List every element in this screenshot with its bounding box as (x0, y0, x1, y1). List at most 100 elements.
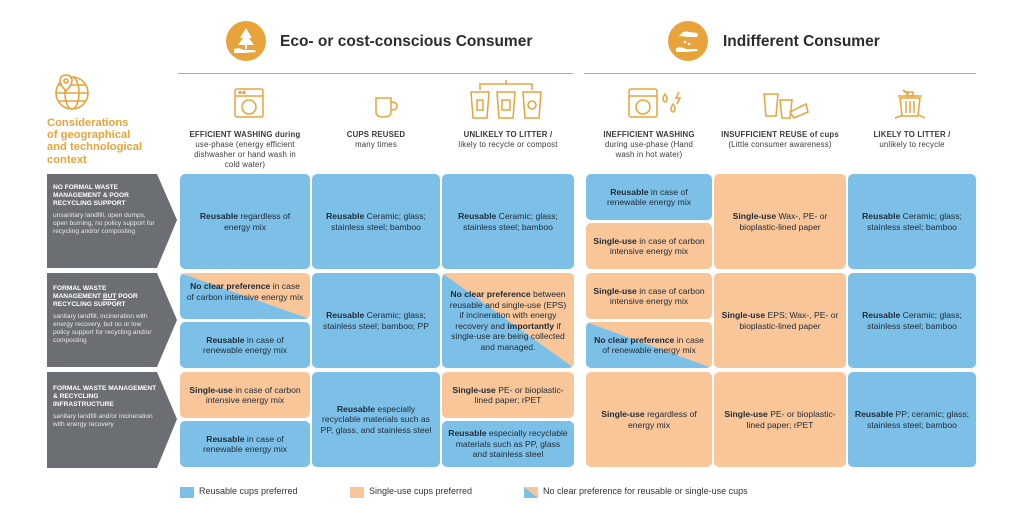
cell-text: Reusable especially recyclable materials… (448, 428, 568, 460)
legend-swatch-reusable (180, 487, 194, 498)
cell-detail: in case of renewable energy mix (202, 433, 288, 455)
cell-text: Single-use EPS; Wax-, PE- or bioplastic-… (720, 310, 840, 331)
cell-bold: Reusable (458, 211, 497, 221)
cell-text: Reusable regardless of energy mix (186, 211, 304, 232)
cell-detail: PP; ceramic; glass; stainless steel; bam… (867, 409, 970, 430)
cell-r1-cups-reused: Reusable Ceramic; glass; stainless steel… (312, 174, 440, 269)
considerations-line-2: of geographical (47, 129, 131, 142)
cell-r1-unlikely-litter: Reusable Ceramic; glass; stainless steel… (442, 174, 574, 269)
cell-r3-efficient-renewable: Reusable in case of renewable energy mix (180, 421, 310, 467)
cell-bold: Single-use (452, 384, 496, 395)
cell-text: Reusable in case of renewable energy mix (186, 335, 304, 356)
cell-r2-efficient-renewable: Reusable in case of renewable energy mix (180, 322, 310, 368)
cup-icon (371, 92, 399, 120)
cell-text: No clear preference between reusable and… (448, 289, 568, 352)
considerations-heading: Considerations of geographical and techn… (47, 117, 142, 166)
cell-detail: in case of carbon intensive energy mix (609, 285, 705, 307)
cell-text: Reusable especially recyclable materials… (318, 404, 434, 436)
cell-bold: importantly (507, 320, 555, 331)
cell-r3-efficient-carbon: Single-use in case of carbon intensive e… (180, 372, 310, 418)
legend-label-single-use: Single-use cups preferred (369, 486, 473, 496)
cell-bold: Single-use (721, 310, 766, 320)
column-heading-cups-reused: CUPS REUSED many times (312, 130, 440, 150)
column-subtitle: use-phase (energy efficient (195, 140, 295, 149)
row-description: unsanitary landfill, open dumps, open bu… (53, 212, 155, 235)
column-subtitle: dishwasher or hand wash in (194, 150, 296, 159)
cell-bold: Reusable (448, 428, 487, 439)
cell-r2-insufficient-reuse: Single-use EPS; Wax-, PE- or bioplastic-… (714, 273, 846, 368)
cell-bold: Reusable (206, 433, 245, 444)
cell-bold: Reusable (610, 186, 649, 197)
cell-text: Single-use Wax-, PE- or bioplastic-lined… (720, 211, 840, 232)
column-title: UNLIKELY TO LITTER / (463, 130, 553, 139)
cell-detail: PE- or bioplastic-lined paper; rPET (474, 384, 564, 406)
cell-detail: Ceramic; glass; stainless steel; bamboo (867, 310, 962, 331)
globe-location-icon (52, 73, 92, 113)
cell-r2-cups-reused: Reusable Ceramic; glass; stainless steel… (312, 273, 440, 368)
column-title: INEFFICIENT WASHING (603, 130, 695, 139)
cell-bold: Reusable (326, 211, 365, 221)
cell-r3-unlikely-litter-reusable: Reusable especially recyclable materials… (442, 421, 574, 467)
cell-detail: especially recyclable materials such as … (320, 403, 432, 435)
recycle-bins-icon (466, 80, 546, 120)
indifferent-consumer-icon (667, 20, 709, 62)
cell-r3-likely-litter: Reusable PP; ceramic; glass; stainless s… (848, 372, 976, 467)
row-title-underlined: BUT (102, 292, 117, 300)
cell-text: Single-use regardless of energy mix (592, 409, 706, 430)
cell-r3-unlikely-litter-single: Single-use PE- or bioplastic-lined paper… (442, 372, 574, 418)
column-subtitle: likely to recycle or compost (458, 140, 558, 149)
cell-text: Reusable Ceramic; glass; stainless steel… (318, 211, 434, 232)
cell-detail: especially recyclable materials such as … (455, 428, 568, 460)
cell-r3-inefficient-washing: Single-use regardless of energy mix (586, 372, 712, 467)
cell-bold: Reusable (206, 334, 245, 345)
cell-r2-inefficient-carbon: Single-use in case of carbon intensive e… (586, 273, 712, 319)
considerations-line-1: Considerations (47, 117, 129, 129)
column-title: EFFICIENT WASHING during (189, 130, 301, 139)
cell-text: Single-use in case of carbon intensive e… (592, 286, 706, 307)
legend-label-reusable: Reusable cups preferred (199, 486, 298, 496)
row-arrow-backgrounds (47, 174, 179, 470)
column-subtitle: cold water) (224, 160, 266, 169)
row-title: FORMAL WASTE MANAGEMENT BUT POOR RECYCLI… (53, 285, 153, 308)
cell-text: No clear preference in case of carbon in… (186, 281, 304, 302)
cell-r3-cups-reused: Reusable especially recyclable materials… (312, 372, 440, 467)
cell-text: Reusable Ceramic; glass; stainless steel… (854, 211, 970, 232)
eco-consumer-icon (225, 20, 267, 62)
row-title-part: FORMAL WASTE MANAGEMENT (53, 285, 107, 300)
cell-bold: No clear preference (594, 334, 675, 345)
cell-detail: in case of renewable energy mix (602, 334, 704, 356)
cell-detail: regardless of energy mix (627, 409, 697, 430)
column-subtitle: many times (355, 140, 397, 149)
row-label-no-formal: NO FORMAL WASTE MANAGEMENT & POOR RECYCL… (47, 176, 177, 236)
eco-consumer-title: Eco- or cost-conscious Consumer (280, 33, 533, 50)
cell-r1-inefficient-renewable: Reusable in case of renewable energy mix (586, 174, 712, 220)
cell-r2-efficient-carbon: No clear preference in case of carbon in… (180, 273, 310, 319)
cell-text: Single-use PE- or bioplastic-lined paper… (448, 385, 568, 406)
cell-text: No clear preference in case of renewable… (592, 335, 706, 356)
cell-text: Reusable in case of renewable energy mix (186, 434, 304, 455)
column-subtitle: wash in hot water) (615, 150, 683, 159)
cell-bold: No clear preference (190, 281, 271, 291)
column-heading-insufficient-reuse: INSUFFICIENT REUSE of cups (Little consu… (714, 130, 846, 150)
cell-text: Reusable in case of renewable energy mix (592, 187, 706, 208)
cell-bold: Single-use (189, 384, 233, 395)
row-description: sanitary landfill and/or incineration wi… (53, 413, 153, 429)
cell-bold: Reusable (199, 211, 239, 221)
cell-detail: EPS; Wax-, PE- or bioplastic-lined paper (739, 310, 839, 331)
cell-bold: Reusable (862, 211, 901, 221)
indifferent-consumer-title: Indifferent Consumer (723, 33, 880, 50)
cell-detail: in case of carbon intensive energy mix (609, 235, 705, 257)
cell-detail: PE- or bioplastic-lined paper; rPET (746, 409, 836, 430)
cell-detail: between reusable and single-use (EPS) if… (449, 289, 567, 331)
cell-r2-likely-litter: Reusable Ceramic; glass; stainless steel… (848, 273, 976, 368)
dishwasher-icon (232, 86, 266, 120)
trash-can-icon (893, 88, 927, 120)
cell-r3-insufficient-reuse: Single-use PE- or bioplastic-lined paper… (714, 372, 846, 467)
row-label-formal-recycling: FORMAL WASTE MANAGEMENT & RECYCLING INFR… (47, 377, 177, 429)
column-heading-efficient-washing: EFFICIENT WASHING during use-phase (ener… (180, 130, 310, 170)
legend-swatch-no-preference (524, 487, 538, 498)
cell-text: Single-use in case of carbon intensive e… (186, 385, 304, 406)
column-title: INSUFFICIENT REUSE of cups (721, 130, 839, 139)
column-subtitle: (Little consumer awareness) (728, 140, 832, 149)
cell-r1-efficient-washing: Reusable regardless of energy mix (180, 174, 310, 269)
